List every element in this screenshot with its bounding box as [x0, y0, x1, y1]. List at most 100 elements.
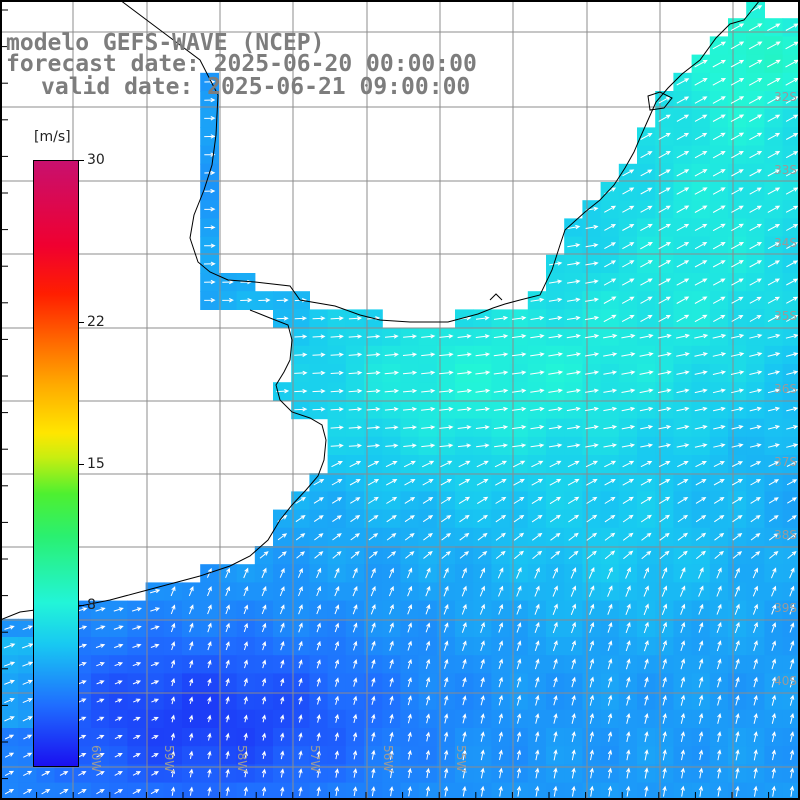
- wind-arrow: [3, 643, 16, 649]
- wind-arrow: [222, 279, 234, 285]
- wind-arrow: [389, 731, 394, 742]
- wind-arrow: [566, 334, 581, 339]
- wind-arrow: [298, 659, 303, 669]
- wind-arrow: [276, 316, 289, 321]
- wind-arrow: [222, 298, 234, 303]
- wind-arrow: [516, 640, 522, 651]
- wind-arrow: [771, 585, 777, 597]
- wind-arrow: [771, 785, 776, 797]
- wind-arrow: [440, 478, 453, 486]
- wind-arrow: [498, 785, 503, 797]
- wind-arrow: [712, 169, 726, 177]
- wind-arrow: [735, 712, 740, 724]
- wind-arrow: [132, 643, 142, 648]
- wind-arrow: [658, 187, 671, 195]
- wind-arrow: [680, 749, 685, 761]
- wind-arrow: [604, 532, 616, 541]
- wind-arrow: [295, 496, 306, 504]
- wind-arrow: [225, 622, 230, 633]
- wind-arrow: [694, 78, 708, 86]
- wind-arrow: [389, 677, 394, 687]
- wind-arrow: [316, 567, 322, 579]
- wind-arrow: [566, 370, 582, 375]
- wind-arrow: [676, 78, 690, 86]
- wind-arrow: [626, 713, 631, 724]
- wind-arrow: [150, 643, 160, 648]
- wind-arrow: [261, 768, 267, 778]
- wind-arrow: [730, 132, 745, 141]
- wind-arrow: [204, 134, 216, 139]
- wind-arrow: [368, 533, 379, 541]
- wind-arrow: [622, 496, 634, 505]
- wind-arrow: [444, 658, 449, 669]
- wind-arrow: [716, 640, 722, 652]
- wind-arrow: [207, 622, 212, 633]
- wind-arrow: [512, 370, 527, 375]
- wind-arrow: [405, 551, 415, 559]
- wind-arrow: [786, 388, 799, 394]
- wind-arrow: [348, 407, 363, 412]
- wind-arrow: [785, 132, 799, 140]
- wind-arrow: [748, 96, 763, 104]
- wind-arrow: [402, 407, 418, 412]
- wind-arrow: [640, 169, 653, 177]
- wind-arrow: [621, 296, 635, 304]
- wind-arrow: [730, 78, 745, 86]
- wind-arrow: [316, 585, 322, 597]
- wind-arrow: [589, 785, 594, 797]
- wind-arrow: [713, 443, 726, 448]
- wind-arrow: [421, 370, 436, 375]
- wind-arrow: [352, 786, 358, 797]
- wind-arrow: [132, 771, 142, 776]
- wind-arrow: [731, 278, 744, 286]
- wind-arrow: [731, 169, 744, 177]
- wind-arrow: [640, 478, 653, 486]
- wind-arrow: [698, 767, 704, 779]
- river-mouth-outline: [489, 293, 503, 301]
- wind-arrow: [768, 497, 779, 504]
- colorbar-tick: [79, 160, 84, 161]
- wind-arrow: [658, 425, 672, 430]
- wind-arrow: [734, 585, 740, 597]
- wind-arrow: [425, 695, 431, 706]
- wind-arrow: [753, 676, 758, 688]
- wind-arrow: [698, 603, 704, 615]
- wind-arrow: [698, 785, 704, 797]
- wind-arrow: [535, 767, 540, 779]
- wind-arrow: [334, 695, 339, 705]
- wind-arrow: [334, 622, 340, 633]
- wind-arrow: [676, 187, 690, 195]
- colorbar-tick: [79, 463, 84, 465]
- wind-arrow: [407, 749, 412, 760]
- wind-arrow: [407, 731, 412, 742]
- wind-arrow: [114, 735, 123, 740]
- wind-arrow: [753, 658, 758, 670]
- wind-arrow: [767, 333, 781, 339]
- wind-arrow: [712, 205, 726, 213]
- wind-arrow: [366, 425, 381, 430]
- wind-arrow: [771, 622, 777, 633]
- wind-arrow: [790, 712, 795, 724]
- wind-arrow: [585, 443, 599, 448]
- wind-arrow: [643, 567, 649, 579]
- wind-arrow: [225, 659, 230, 669]
- wind-arrow: [534, 567, 540, 579]
- wind-arrow: [749, 187, 762, 195]
- wind-arrow: [312, 352, 326, 357]
- wind-arrow: [367, 443, 381, 448]
- wind-arrow: [603, 425, 618, 430]
- wind-arrow: [334, 786, 340, 797]
- wind-arrow: [657, 370, 672, 375]
- wind-arrow: [444, 731, 449, 742]
- wind-arrow: [712, 388, 726, 394]
- wind-arrow: [677, 532, 689, 541]
- wind-arrow: [731, 314, 744, 322]
- wind-arrow: [402, 370, 418, 375]
- wind-arrow: [749, 169, 763, 177]
- wind-arrow: [695, 514, 707, 523]
- wind-arrow: [170, 714, 175, 723]
- wind-arrow: [676, 96, 690, 104]
- wind-arrow: [785, 352, 799, 357]
- wind-arrow: [204, 207, 216, 212]
- wind-arrow: [387, 551, 397, 559]
